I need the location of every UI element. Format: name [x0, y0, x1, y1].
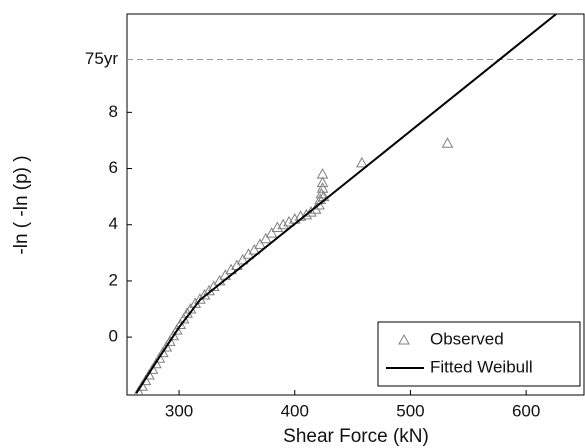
observed-marker — [167, 329, 180, 341]
observed-marker — [356, 156, 368, 168]
observed-marker — [146, 363, 159, 374]
y-tick-label: 4 — [109, 214, 118, 233]
x-tick-label: 300 — [165, 401, 193, 420]
observed-marker — [313, 199, 325, 210]
observed-marker — [441, 137, 454, 148]
x-tick-label: 400 — [281, 401, 309, 420]
y-tick-label: 6 — [109, 158, 118, 177]
legend-box — [377, 321, 581, 387]
y-tick-label: 8 — [109, 102, 118, 121]
plot-content — [133, 14, 557, 395]
legend-label: Fitted Weibull — [430, 357, 533, 376]
x-axis-label: Shear Force (kN) — [283, 426, 429, 447]
observed-marker — [300, 208, 313, 220]
observed-marker — [315, 187, 328, 199]
observed-marker — [160, 340, 173, 352]
observed-marker — [248, 243, 261, 255]
observed-marker — [153, 352, 166, 363]
plot-area — [126, 13, 585, 396]
y-axis-label: -ln ( -ln (p) ) — [11, 155, 32, 254]
observed-marker — [254, 238, 266, 249]
observed-marker — [265, 227, 278, 238]
x-tick-label: 600 — [512, 401, 540, 420]
observed-marker — [163, 335, 176, 346]
observed-marker — [170, 324, 183, 335]
observed-marker — [283, 215, 295, 227]
observed-marker — [271, 221, 284, 233]
observed-marker — [259, 232, 272, 244]
y-tick-label: 0 — [109, 327, 118, 346]
observed-marker — [316, 168, 329, 179]
observed-marker — [316, 182, 329, 193]
observed-marker — [150, 357, 162, 369]
x-tick-label: 500 — [396, 401, 424, 420]
y-tick-label: 2 — [109, 270, 118, 289]
observed-marker — [305, 206, 317, 217]
observed-marker — [316, 176, 329, 188]
fitted-line — [135, 14, 557, 394]
observed-marker — [136, 380, 148, 391]
observed-marker — [143, 369, 155, 380]
legend-label: Observed — [430, 329, 504, 348]
observed-marker — [139, 374, 152, 386]
observed-marker — [133, 385, 144, 395]
observed-marker — [157, 346, 169, 358]
observed-marker — [236, 253, 249, 265]
reference-label: 75yr — [85, 49, 118, 68]
legend-marker — [398, 333, 410, 345]
observed-marker — [277, 218, 290, 230]
